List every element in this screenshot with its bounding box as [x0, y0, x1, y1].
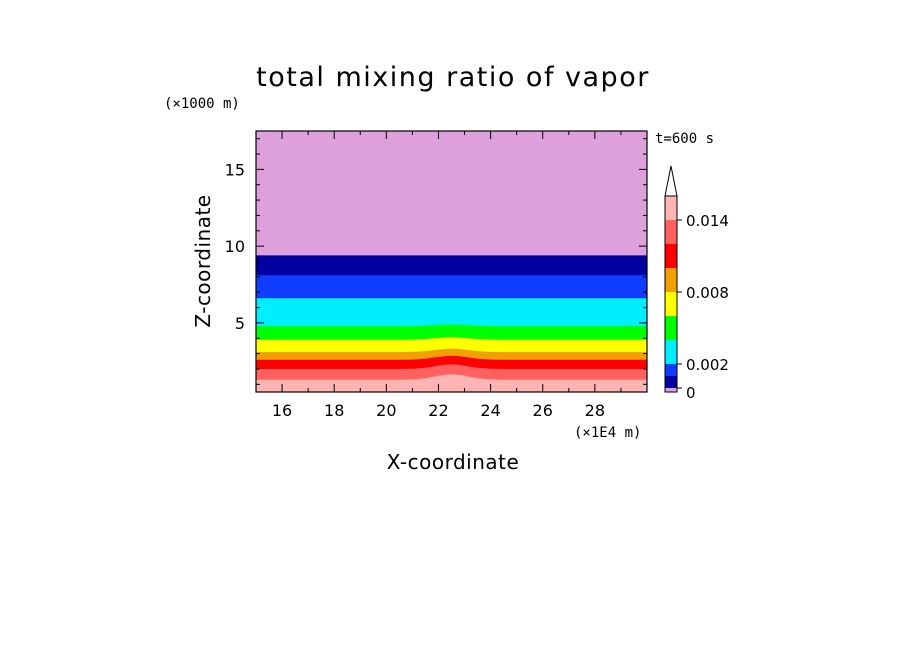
plot-area — [255, 130, 648, 393]
colorbar-extend-arrow — [664, 165, 678, 197]
x-tick-label: 28 — [585, 401, 605, 420]
y-tick-label: 15 — [225, 160, 245, 179]
contour-band — [256, 374, 647, 392]
colorbar-tick-label: 0 — [686, 384, 696, 402]
colorbar: 0 0.002 0.008 0.014 — [664, 165, 729, 402]
x-tick-label: 24 — [480, 401, 500, 420]
x-tick-label: 16 — [272, 401, 292, 420]
colorbar-swatch — [665, 376, 677, 388]
time-label: t=600 s — [655, 131, 714, 147]
x-unit-label: (×1E4 m) — [574, 425, 641, 441]
colorbar-swatch — [665, 340, 677, 364]
chart-title: total mixing ratio of vapor — [256, 62, 650, 93]
x-tick-label: 18 — [324, 401, 344, 420]
x-tick-label: 22 — [428, 401, 448, 420]
y-tick-label: 10 — [225, 237, 245, 256]
colorbar-swatch — [665, 220, 677, 244]
y-unit-label: (×1000 m) — [164, 96, 240, 112]
colorbar-swatch — [665, 292, 677, 316]
colorbar-swatch — [665, 364, 677, 376]
colorbar-swatch — [665, 388, 677, 392]
y-axis-label: Z-coordinate — [191, 194, 215, 327]
x-tick-label: 20 — [376, 401, 396, 420]
y-tick-label: 5 — [235, 314, 245, 333]
x-axis-label: X-coordinate — [387, 450, 520, 474]
x-axis-ticks: 16 18 20 22 24 26 28 — [255, 131, 648, 420]
colorbar-swatch — [665, 196, 677, 220]
colorbar-tick-label: 0.008 — [686, 284, 729, 302]
y-axis-ticks: 5 10 15 — [225, 138, 647, 385]
colorbar-swatch — [665, 268, 677, 292]
x-tick-label: 26 — [533, 401, 553, 420]
colorbar-swatch — [665, 316, 677, 340]
colorbar-tick-label: 0.002 — [686, 356, 729, 374]
colorbar-tick-label: 0.014 — [686, 212, 729, 230]
colorbar-swatch — [665, 244, 677, 268]
